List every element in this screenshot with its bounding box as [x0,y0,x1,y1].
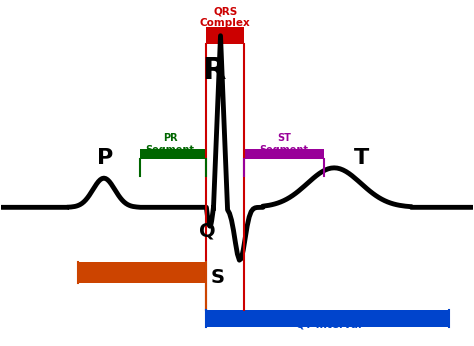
Text: T: T [354,147,370,167]
Bar [140,149,206,159]
Text: QT Interval: QT Interval [296,320,362,330]
Text: ST
Segment: ST Segment [260,133,309,155]
Text: P: P [97,147,113,167]
Bar [206,310,449,327]
Text: Q: Q [200,222,216,241]
Text: PR
Segment: PR Segment [146,133,195,155]
Text: S: S [210,268,224,287]
Text: PR Interval: PR Interval [103,266,169,276]
Text: QRS
Complex: QRS Complex [200,6,251,28]
Text: R: R [202,56,226,84]
Bar [244,149,324,159]
Bar [206,27,244,44]
Bar [78,262,206,283]
